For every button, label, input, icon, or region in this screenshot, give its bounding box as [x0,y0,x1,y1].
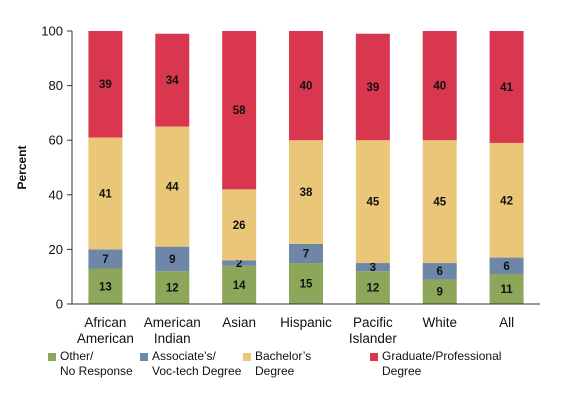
data-label: 3 [370,262,376,274]
legend-swatch [243,353,251,361]
y-tick-label: 100 [41,24,63,39]
bar-segment [422,31,457,141]
bar-segment [289,263,323,304]
bar-segment [422,263,457,280]
data-label: 40 [300,81,313,93]
data-label: 44 [166,182,179,194]
data-label: 9 [437,287,443,299]
bar-segment [222,265,257,304]
bar-segment [155,271,190,304]
bar-segment [155,246,190,272]
y-tick-label: 80 [49,78,63,93]
data-label: 38 [300,187,313,199]
x-category-label: Indian [154,331,191,346]
data-label: 2 [236,258,242,270]
data-label: 13 [99,281,112,293]
data-label: 42 [500,195,513,207]
bar-segment [355,263,390,272]
legend-label: Degree [382,364,422,378]
data-label: 45 [433,197,446,209]
legend-swatch [48,353,56,361]
data-label: 15 [300,279,313,291]
bar-segment [222,260,257,266]
bar-segment [222,189,257,261]
x-category-label: Pacific [353,315,393,330]
bar-segment [289,31,323,141]
data-label: 7 [303,248,309,260]
data-label: 26 [233,220,246,232]
y-tick-label: 0 [56,297,63,312]
legend-label: Voc-tech Degree [152,364,242,378]
legend-label: Associate’s/ [152,349,216,363]
bar-segment [489,31,524,143]
bar-segment [88,31,123,138]
data-label: 11 [500,284,513,296]
bar-segment [222,31,257,190]
bar-segment [88,249,123,269]
x-category-label: White [422,315,457,330]
data-label: 41 [99,188,112,200]
bar-segment [289,243,323,264]
data-label: 6 [503,261,509,273]
data-label: 12 [366,283,379,295]
bar-segment [289,140,323,244]
data-label: 45 [366,197,379,209]
data-label: 58 [233,105,246,117]
bar-segment [355,140,390,264]
legend: Other/No Response Associate’s/Voc-tech De… [48,349,501,378]
bar-segment [88,137,123,250]
data-label: 6 [437,266,443,278]
data-label: 39 [99,79,112,91]
data-label: 7 [102,254,108,266]
x-category-label: American [77,331,134,346]
legend-label: Graduate/Professional [382,349,501,363]
data-label: 39 [366,82,379,94]
data-label: 9 [169,254,175,266]
bar-segment [422,140,457,264]
x-category-label: Hispanic [280,315,332,330]
y-tick-label: 20 [49,242,63,257]
x-category-label: All [499,315,514,330]
bar-segment [489,273,524,304]
bar-segment [88,268,123,304]
data-label: 12 [166,283,179,295]
data-label: 34 [166,75,179,87]
bar-segment [155,126,190,247]
x-category-label: African [84,315,126,330]
data-label: 40 [433,81,446,93]
bar-segment [489,257,524,274]
legend-label: No Response [60,364,133,378]
bar-segment [355,33,390,141]
x-category-label: Asian [222,315,256,330]
legend-label: Other/ [60,349,94,363]
legend-swatch [140,353,148,361]
bar-segment [155,33,190,127]
legend-label: Degree [255,364,295,378]
bars: 13 7 41 39 12 9 44 34 14 2 26 58 15 7 38 40 12 3 45 39 9 6 45 4… [88,31,524,304]
bar-segment [355,271,390,304]
bar-segment [489,142,524,258]
x-category-label: Islander [349,331,398,346]
x-category-label: American [144,315,201,330]
y-axis-title: Percent [15,145,29,189]
bar-segment [422,279,457,304]
data-label: 41 [500,82,513,94]
y-tick-label: 60 [49,133,63,148]
y-tick-label: 40 [49,187,63,202]
legend-swatch [370,353,378,361]
legend-label: Bachelor’s [255,349,311,363]
y-axis: 0 20 40 60 80 100 Percent [15,24,73,312]
data-label: 14 [233,280,246,292]
